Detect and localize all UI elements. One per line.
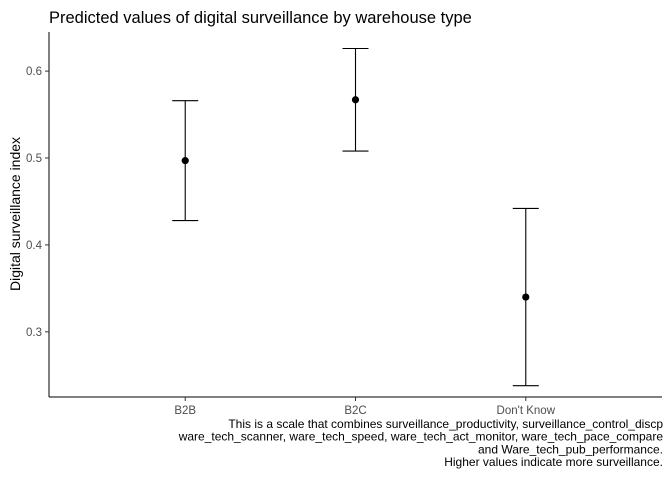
chart-title: Predicted values of digital surveillance… — [49, 9, 472, 27]
caption-line: and Ware_tech_pub_performance. — [478, 442, 663, 456]
x-tick-label: B2C — [344, 405, 366, 417]
y-axis-label: Digital surveillance index — [7, 137, 23, 291]
data-point — [522, 293, 530, 301]
data-point — [351, 96, 360, 104]
caption: This is a scale that combines surveillan… — [178, 417, 664, 469]
caption-line: ware_tech_scanner, ware_tech_speed, ware… — [178, 430, 664, 444]
x-tick-label: B2B — [174, 405, 196, 417]
caption-line: This is a scale that combines surveillan… — [228, 417, 663, 431]
y-tick-label: 0.4 — [26, 240, 43, 252]
y-tick-label: 0.6 — [26, 66, 42, 78]
y-tick-label: 0.3 — [26, 327, 42, 339]
y-axis-ticks: 0.3 0.4 0.5 0.6 — [26, 66, 49, 339]
x-axis-ticks: B2B B2C Don't Know — [174, 397, 556, 417]
x-tick-label: Don't Know — [497, 405, 556, 417]
caption-line: Higher values indicate more surveillance… — [444, 455, 663, 469]
data-point — [181, 157, 189, 165]
y-tick-label: 0.5 — [26, 153, 42, 165]
plot-marks — [172, 47, 539, 387]
